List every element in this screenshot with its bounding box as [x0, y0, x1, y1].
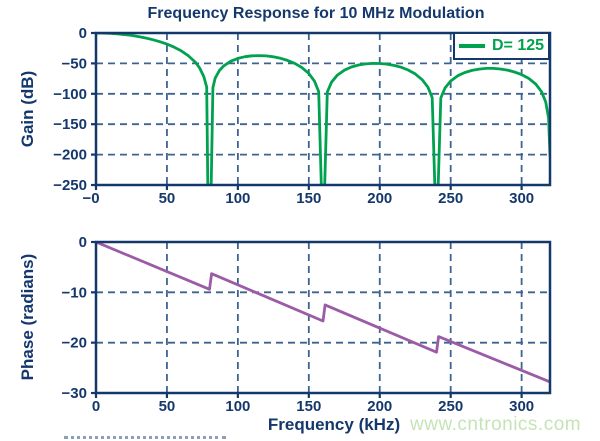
svg-text:150: 150 [296, 190, 321, 207]
legend-line-swatch [458, 44, 485, 48]
svg-text:−0: −0 [82, 190, 99, 207]
phase-y-axis-label: Phase (radians) [18, 253, 37, 381]
svg-text:200: 200 [367, 190, 392, 207]
svg-text:200: 200 [367, 398, 392, 415]
svg-text:50: 50 [159, 398, 176, 415]
phase-chart-series [95, 241, 551, 384]
svg-text:250: 250 [438, 398, 463, 415]
svg-text:300: 300 [509, 190, 534, 207]
svg-text:−50: −50 [62, 55, 87, 72]
phase-curve-phase [95, 241, 551, 384]
phase-chart-tick-labels: 0 50 100 150 200 250 300 0 −10 −20 −30 [62, 234, 535, 415]
svg-text:−250: −250 [53, 177, 87, 194]
gain-chart-tick-labels: −0 50 100 150 200 250 300 0 −50 −100 −150 −200 −250 [53, 25, 534, 207]
gain-y-axis-label: Gain (dB) [18, 70, 37, 148]
svg-text:0: 0 [79, 25, 87, 42]
legend: D= 125 [453, 32, 550, 60]
svg-text:−200: −200 [53, 147, 87, 164]
svg-text:100: 100 [225, 398, 250, 415]
svg-text:0: 0 [79, 234, 87, 251]
svg-text:0: 0 [92, 398, 100, 415]
cropped-text-remnant [64, 436, 226, 439]
svg-text:100: 100 [225, 190, 250, 207]
watermark: www.cntronics.com [410, 414, 582, 435]
phase-chart-border [94, 240, 552, 395]
svg-text:300: 300 [509, 398, 534, 415]
frequency-x-axis-label: Frequency (kHz) [267, 415, 401, 434]
svg-text:150: 150 [296, 398, 321, 415]
svg-text:50: 50 [159, 190, 176, 207]
svg-text:−10: −10 [62, 284, 87, 301]
svg-text:−30: −30 [62, 385, 87, 402]
svg-text:−150: −150 [53, 116, 87, 133]
gain-chart-border [94, 31, 552, 187]
phase-chart-grid [96, 242, 550, 393]
svg-text:−100: −100 [53, 86, 87, 103]
chart-title: Frequency Response for 10 MHz Modulation [147, 5, 485, 22]
svg-text:250: 250 [438, 190, 463, 207]
legend-label: D= 125 [491, 37, 545, 54]
svg-text:−20: −20 [62, 335, 87, 352]
